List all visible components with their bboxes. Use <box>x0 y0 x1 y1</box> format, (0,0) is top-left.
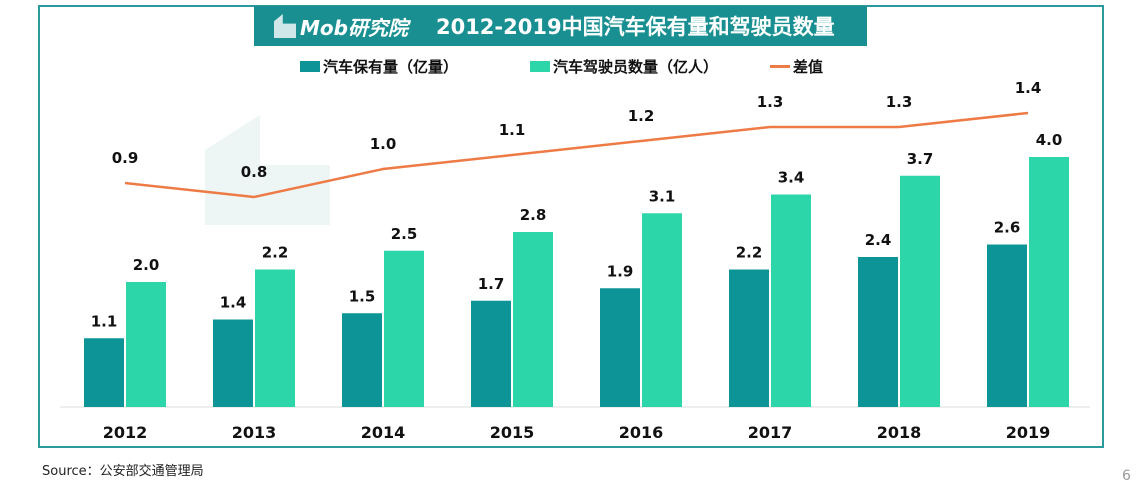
difference-line <box>124 111 1029 199</box>
x-tick-label: 2018 <box>877 423 922 442</box>
logo-text: Mob研究院 <box>300 15 408 40</box>
line-data-label: 1.3 <box>757 93 784 111</box>
bar-vehicles-2017 <box>729 269 769 407</box>
x-tick-label: 2019 <box>1006 423 1051 442</box>
x-tick-label: 2013 <box>232 423 277 442</box>
watermark-logo <box>205 115 330 225</box>
bar-vehicles-2015 <box>471 300 511 407</box>
data-label: 3.1 <box>649 187 676 205</box>
data-label: 2.2 <box>262 244 289 262</box>
bar-drivers-2012 <box>126 282 166 407</box>
bar-vehicles-2014 <box>342 313 382 407</box>
data-label: 2.5 <box>391 225 418 243</box>
legend-item-vehicles: 汽车保有量（亿量） <box>300 56 458 77</box>
legend-label: 汽车驾驶员数量（亿人） <box>553 58 719 76</box>
bar-vehicles-2019 <box>987 244 1027 407</box>
legend-item-difference: 差值 <box>770 56 823 77</box>
x-tick-label: 2014 <box>361 423 406 442</box>
x-tick-label: 2017 <box>748 423 793 442</box>
data-label: 3.7 <box>907 150 934 168</box>
bar-drivers-2019 <box>1029 157 1069 407</box>
data-label: 1.4 <box>220 294 247 312</box>
legend: 汽车保有量（亿量） 汽车驾驶员数量（亿人） 差值 <box>0 56 1145 82</box>
line-data-label: 0.9 <box>112 149 139 167</box>
data-label: 1.1 <box>91 312 118 330</box>
legend-item-drivers: 汽车驾驶员数量（亿人） <box>530 56 718 77</box>
bar-vehicles-2012 <box>84 338 124 407</box>
data-label: 3.4 <box>778 169 805 187</box>
legend-line <box>770 65 790 68</box>
data-label: 2.2 <box>736 244 763 262</box>
line-data-label: 1.3 <box>886 93 913 111</box>
source-note: Source：公安部交通管理局 <box>42 464 204 479</box>
x-tick-label: 2016 <box>619 423 664 442</box>
x-tick-label: 2015 <box>490 423 535 442</box>
data-label: 2.0 <box>133 256 160 274</box>
bar-drivers-2018 <box>900 175 940 407</box>
legend-label: 汽车保有量（亿量） <box>323 58 459 76</box>
line-data-label: 0.8 <box>241 163 268 181</box>
line-data-label: 1.4 <box>1015 79 1042 97</box>
line-data-label: 1.2 <box>628 107 655 125</box>
legend-swatch <box>300 61 320 72</box>
bar-drivers-2017 <box>771 194 811 407</box>
bar-vehicles-2018 <box>858 257 898 407</box>
data-label: 4.0 <box>1036 131 1063 149</box>
bar-vehicles-2016 <box>600 288 640 407</box>
x-tick-label: 2012 <box>103 423 148 442</box>
bar-vehicles-2013 <box>213 319 253 407</box>
chart-title: 2012-2019中国汽车保有量和驾驶员数量 <box>435 15 835 39</box>
line-data-label: 1.1 <box>499 121 526 139</box>
title-bar: Mob研究院 2012-2019中国汽车保有量和驾驶员数量 <box>254 6 867 46</box>
bar-drivers-2014 <box>384 250 424 407</box>
page-number: 6 <box>1122 468 1131 484</box>
data-label: 1.9 <box>607 262 634 280</box>
line-data-label: 1.0 <box>370 135 397 153</box>
data-label: 2.4 <box>865 231 892 249</box>
bar-drivers-2013 <box>255 269 295 407</box>
bar-drivers-2015 <box>513 232 553 407</box>
data-label: 2.6 <box>994 219 1021 237</box>
legend-label: 差值 <box>793 58 824 76</box>
data-label: 1.5 <box>349 287 376 305</box>
bar-drivers-2016 <box>642 213 682 407</box>
data-label: 1.7 <box>478 275 505 293</box>
logo: Mob研究院 <box>274 12 408 41</box>
legend-swatch <box>530 61 550 72</box>
data-label: 2.8 <box>520 206 547 224</box>
